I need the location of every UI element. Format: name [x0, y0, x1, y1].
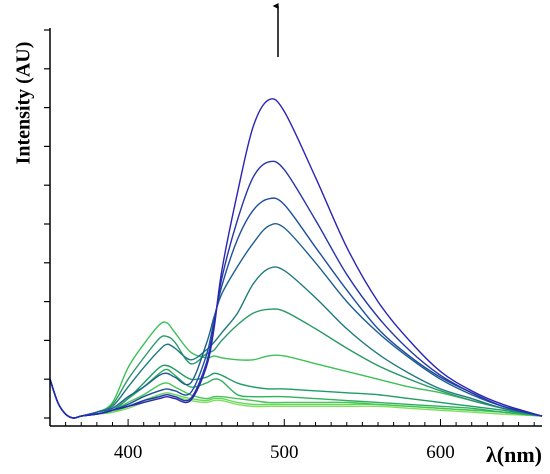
- axes: 400 500 600: [44, 28, 542, 463]
- x-tick-label-500: 500: [270, 442, 299, 463]
- x-tick-label-600: 600: [426, 442, 455, 463]
- series-line-9: [49, 222, 543, 419]
- series-line-6: [49, 321, 543, 419]
- series-line-8: [49, 266, 543, 419]
- series-line-12: [49, 98, 543, 419]
- x-axis-label: λ(nm): [486, 442, 542, 467]
- series-group: [49, 98, 543, 419]
- series-line-11: [49, 160, 543, 419]
- y-axis-label: Intensity (AU): [13, 42, 35, 165]
- x-ticks: 400 500 600: [65, 419, 535, 463]
- y-ticks: [44, 29, 50, 419]
- x-tick-label-400: 400: [114, 442, 143, 463]
